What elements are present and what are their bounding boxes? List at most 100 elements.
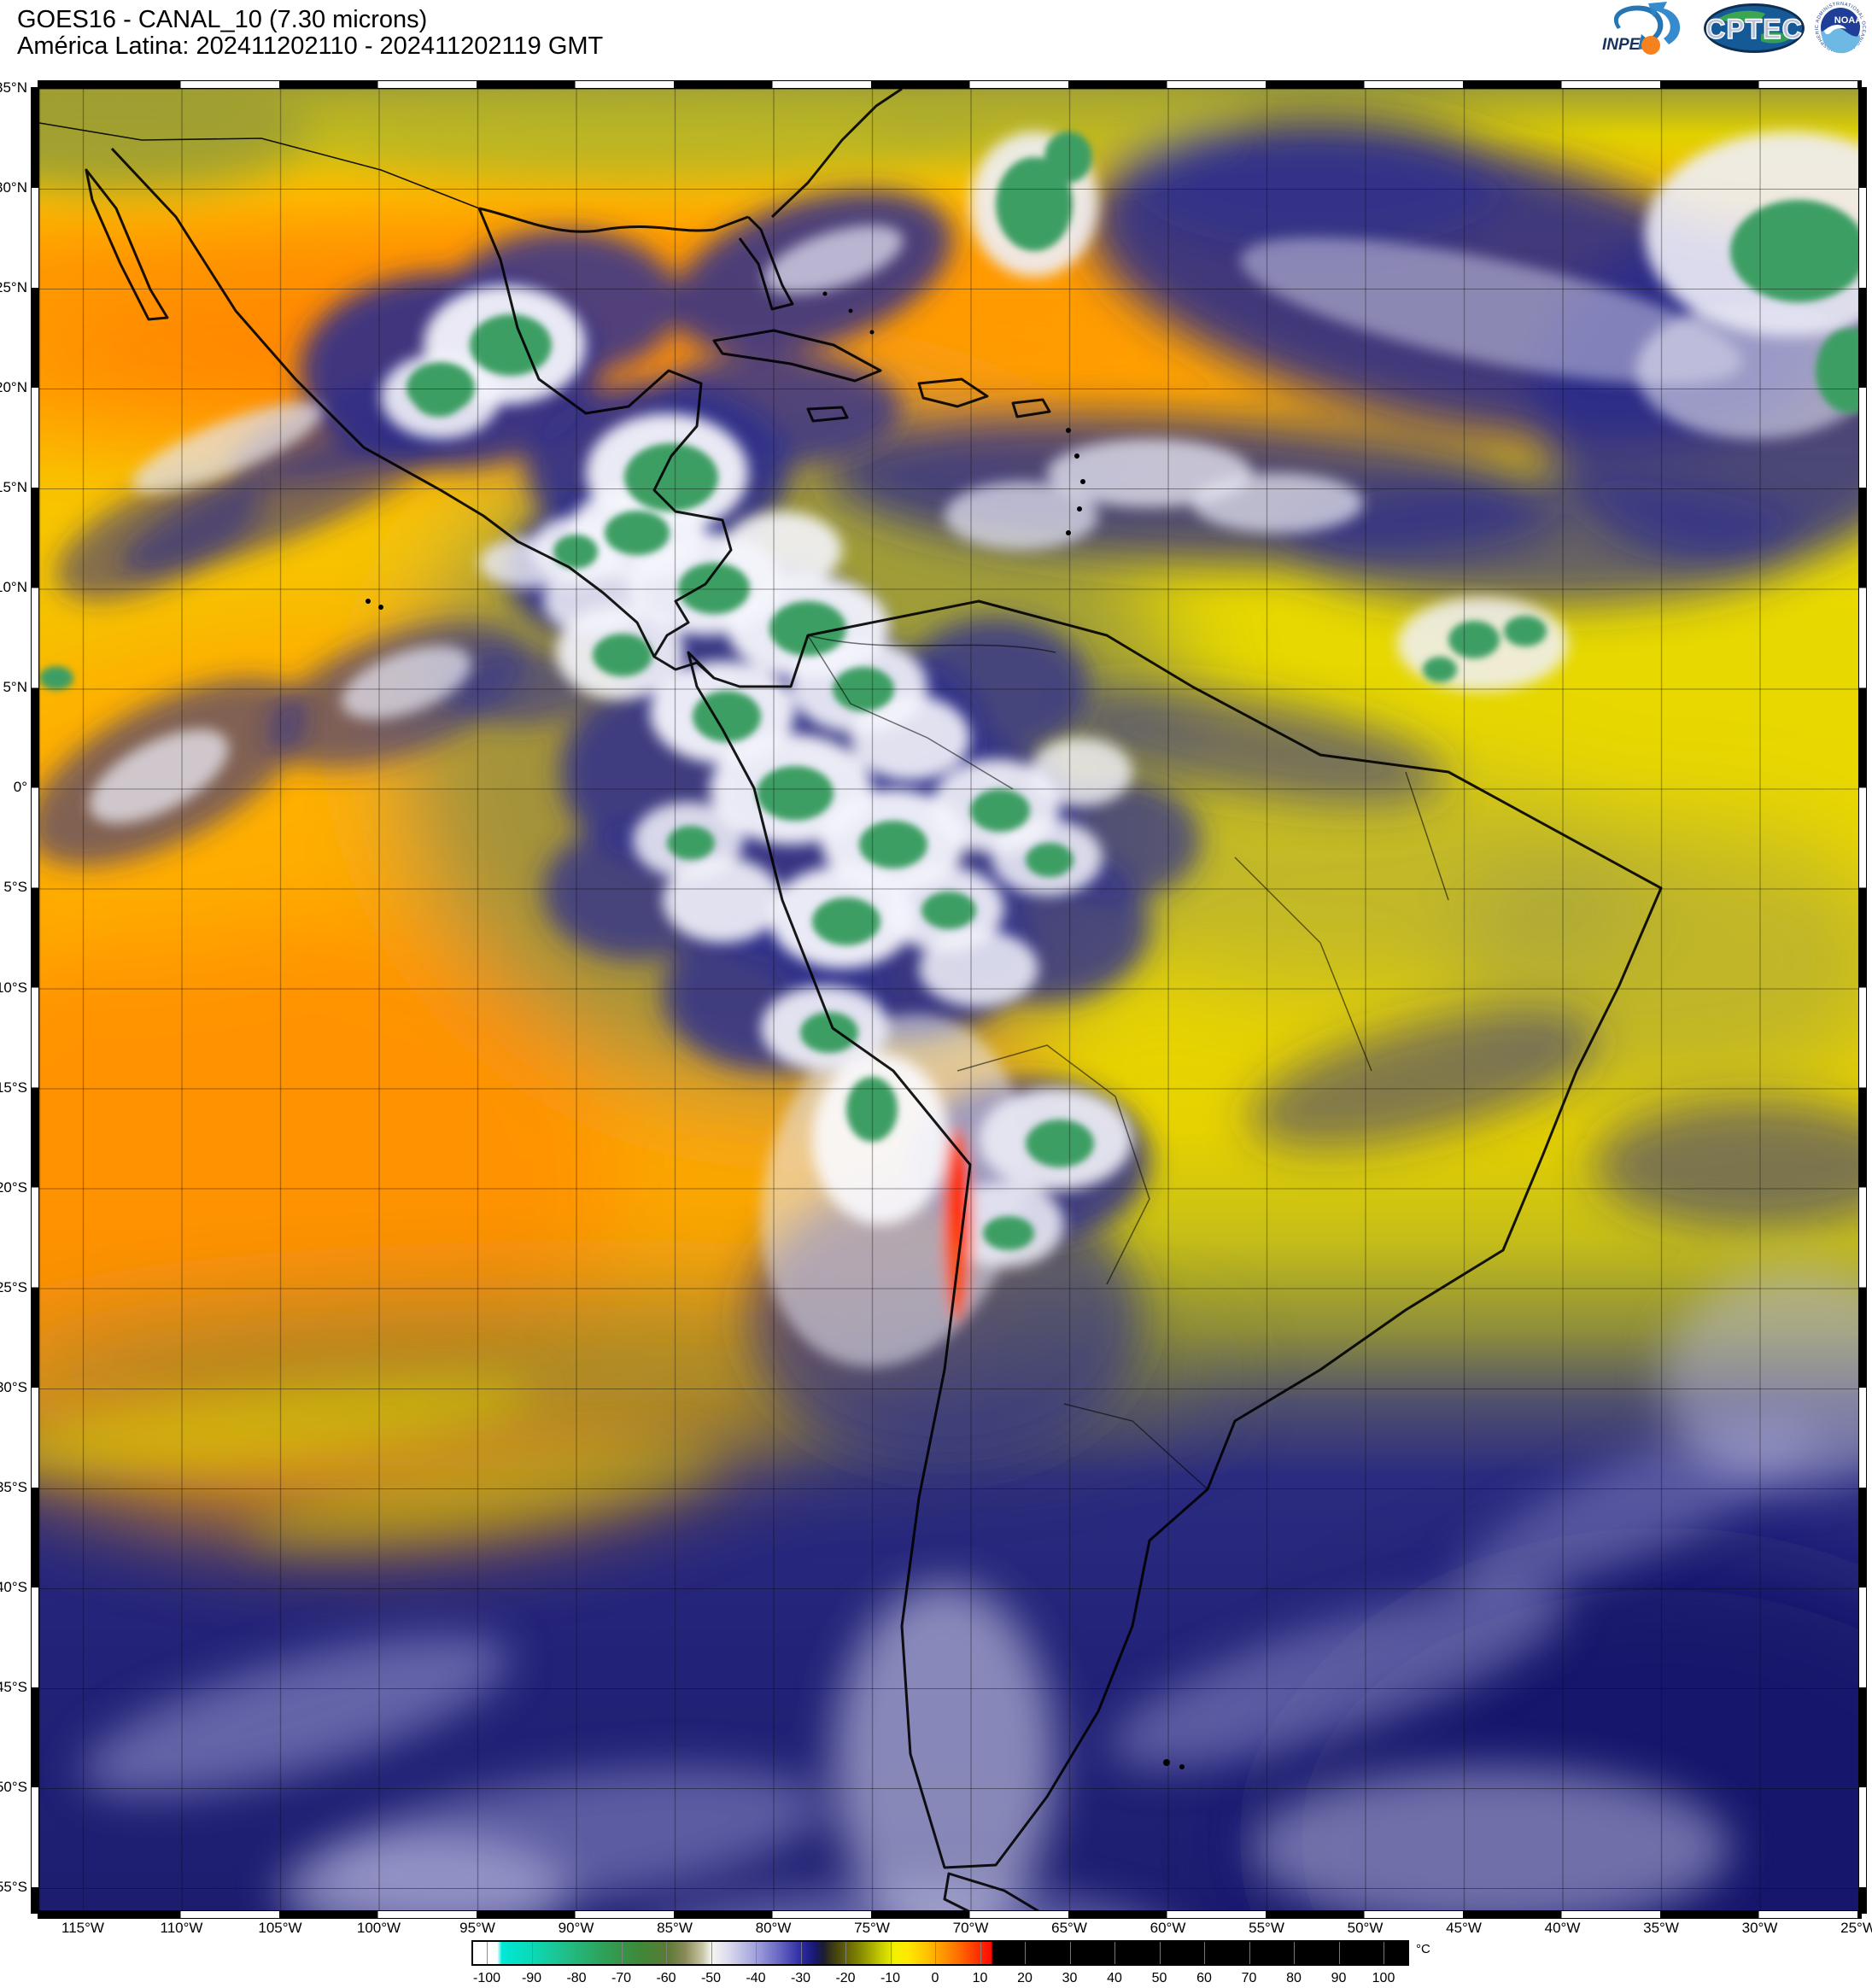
lat-label: 30°S bbox=[0, 1378, 27, 1395]
lon-label: 110°W bbox=[160, 1920, 203, 1936]
colorbar-tick-mark bbox=[531, 1942, 533, 1964]
lat-label: 5°N bbox=[3, 679, 27, 696]
colorbar-tick-mark bbox=[711, 1942, 712, 1964]
colorbar-tick-mark bbox=[1249, 1942, 1250, 1964]
lon-label: 45°W bbox=[1446, 1920, 1482, 1936]
colorbar-tick-label: 40 bbox=[1107, 1971, 1122, 1985]
colorbar-tick-label: -30 bbox=[790, 1971, 811, 1985]
colorbar-tick-mark bbox=[1294, 1942, 1295, 1964]
lon-label: 65°W bbox=[1051, 1920, 1087, 1936]
colorbar-tick-label: 70 bbox=[1241, 1971, 1257, 1985]
lon-label: 25°W bbox=[1840, 1920, 1872, 1936]
colorbar-tick-mark bbox=[800, 1942, 802, 1964]
lat-label: 30°N bbox=[0, 179, 27, 196]
lon-label: 95°W bbox=[459, 1920, 495, 1936]
product-subtitle: América Latina: 202411202110 - 202411202… bbox=[17, 32, 604, 60]
cptec-logo: CPTEC bbox=[1704, 3, 1805, 53]
lon-label: 40°W bbox=[1544, 1920, 1581, 1936]
lat-label: 25°N bbox=[0, 279, 27, 296]
lon-label: 55°W bbox=[1249, 1920, 1284, 1936]
map-border-top bbox=[38, 80, 1862, 89]
noaa-logo: NATIONAL OCEANIC AND ATMOSPHERIC ADMINIS… bbox=[1812, 0, 1867, 54]
lat-label: 20°S bbox=[0, 1178, 27, 1196]
inpe-logo: INPE bbox=[1602, 2, 1681, 55]
colorbar-tick-label: 0 bbox=[931, 1971, 939, 1985]
colorbar-tick-label: -20 bbox=[835, 1971, 856, 1985]
colorbar-tick-label: -80 bbox=[566, 1971, 587, 1985]
colorbar-tick-mark bbox=[935, 1942, 936, 1964]
colorbar-tick-label: 80 bbox=[1286, 1971, 1302, 1985]
colorbar-tick-mark bbox=[666, 1942, 667, 1964]
lon-label: 100°W bbox=[356, 1920, 401, 1936]
colorbar-gradient bbox=[471, 1940, 1409, 1966]
agency-logos: INPE CPTEC NATIONAL OCEANIC AND ATMOSPHE… bbox=[1568, 0, 1869, 55]
lon-label: 115°W bbox=[61, 1920, 104, 1936]
colorbar-tick-label: 10 bbox=[972, 1971, 988, 1985]
satellite-map: 35°N 30°N 25°N 20°N 15°N 10°N 5°N 0° 5°S 10°S 15°S… bbox=[0, 80, 1872, 1936]
colorbar-unit-label: °C bbox=[1416, 1942, 1430, 1956]
colorbar-tick-mark bbox=[1069, 1942, 1071, 1964]
lat-label: 10°S bbox=[0, 979, 27, 996]
colorbar-tick-label: 50 bbox=[1151, 1971, 1167, 1985]
lon-label: 35°W bbox=[1643, 1920, 1679, 1936]
satellite-imagery bbox=[39, 89, 1858, 1910]
colorbar-tick-label: -40 bbox=[746, 1971, 766, 1985]
lon-label: 70°W bbox=[952, 1920, 989, 1936]
colorbar-tick-mark bbox=[1338, 1942, 1340, 1964]
product-title: GOES16 - CANAL_10 (7.30 microns) bbox=[17, 6, 428, 33]
colorbar-tick-label: 90 bbox=[1331, 1971, 1347, 1985]
lat-label: 0° bbox=[13, 779, 27, 796]
colorbar-tick-label: 30 bbox=[1062, 1971, 1078, 1985]
cptec-logo-text: CPTEC bbox=[1705, 14, 1802, 44]
lon-label: 105°W bbox=[258, 1920, 302, 1936]
colorbar-tick-label: -10 bbox=[880, 1971, 901, 1985]
lon-label: 60°W bbox=[1150, 1920, 1186, 1936]
colorbar-tick-label: -60 bbox=[656, 1971, 676, 1985]
map-border-right bbox=[1858, 87, 1867, 1914]
map-border-left bbox=[31, 87, 39, 1914]
lon-label: 30°W bbox=[1741, 1920, 1778, 1936]
colorbar-tick-label: -50 bbox=[700, 1971, 722, 1985]
colorbar-tick-mark bbox=[756, 1942, 757, 1964]
noaa-logo-text: NOAA bbox=[1834, 15, 1862, 26]
lon-label: 75°W bbox=[854, 1920, 890, 1936]
lat-label: 15°S bbox=[0, 1079, 27, 1096]
lat-label: 15°N bbox=[0, 479, 27, 496]
colorbar-tick-label: -100 bbox=[472, 1971, 501, 1985]
inpe-logo-text: INPE bbox=[1602, 36, 1641, 54]
lat-label: 5°S bbox=[3, 879, 27, 896]
lat-label: 40°S bbox=[0, 1578, 27, 1595]
page-title: GOES16 - CANAL_10 (7.30 microns) América… bbox=[17, 7, 603, 60]
lat-label: 10°N bbox=[0, 579, 27, 596]
map-border-bottom bbox=[38, 1910, 1862, 1919]
lat-label: 45°S bbox=[0, 1678, 27, 1695]
lat-label: 20°N bbox=[0, 379, 27, 396]
colorbar-tick-mark bbox=[890, 1942, 892, 1964]
lon-label: 50°W bbox=[1347, 1920, 1384, 1936]
lat-label: 50°S bbox=[0, 1779, 27, 1796]
lon-label: 85°W bbox=[657, 1920, 693, 1936]
colorbar-tick-mark bbox=[576, 1942, 577, 1964]
colorbar-tick-label: 60 bbox=[1196, 1971, 1212, 1985]
colorbar-tick-mark bbox=[621, 1942, 623, 1964]
colorbar-tick-label: -70 bbox=[611, 1971, 632, 1985]
lat-label: 55°S bbox=[0, 1879, 27, 1896]
colorbar-tick-mark bbox=[487, 1942, 488, 1964]
colorbar-tick-mark bbox=[980, 1942, 981, 1964]
colorbar-tick-label: 20 bbox=[1017, 1971, 1033, 1985]
satellite-imagery-svg bbox=[39, 89, 1858, 1910]
colorbar-tick-mark bbox=[1204, 1942, 1205, 1964]
colorbar-tick-label: -90 bbox=[521, 1971, 542, 1985]
lat-label: 35°N bbox=[0, 79, 27, 96]
lat-label: 25°S bbox=[0, 1278, 27, 1295]
colorbar-tick-mark bbox=[1114, 1942, 1115, 1964]
colorbar-tick-mark bbox=[845, 1942, 846, 1964]
colorbar-tick-label: 100 bbox=[1372, 1971, 1395, 1985]
lon-label: 90°W bbox=[558, 1920, 594, 1936]
lon-label: 80°W bbox=[755, 1920, 792, 1936]
temperature-colorbar: -100 -90 -80 -70 -60 -50 -40 -30 -20 -10 0 10 20 30 40… bbox=[471, 1940, 1430, 1985]
lat-label: 35°S bbox=[0, 1478, 27, 1495]
colorbar-tick-mark bbox=[1159, 1942, 1161, 1964]
colorbar-tick-mark bbox=[1025, 1942, 1026, 1964]
